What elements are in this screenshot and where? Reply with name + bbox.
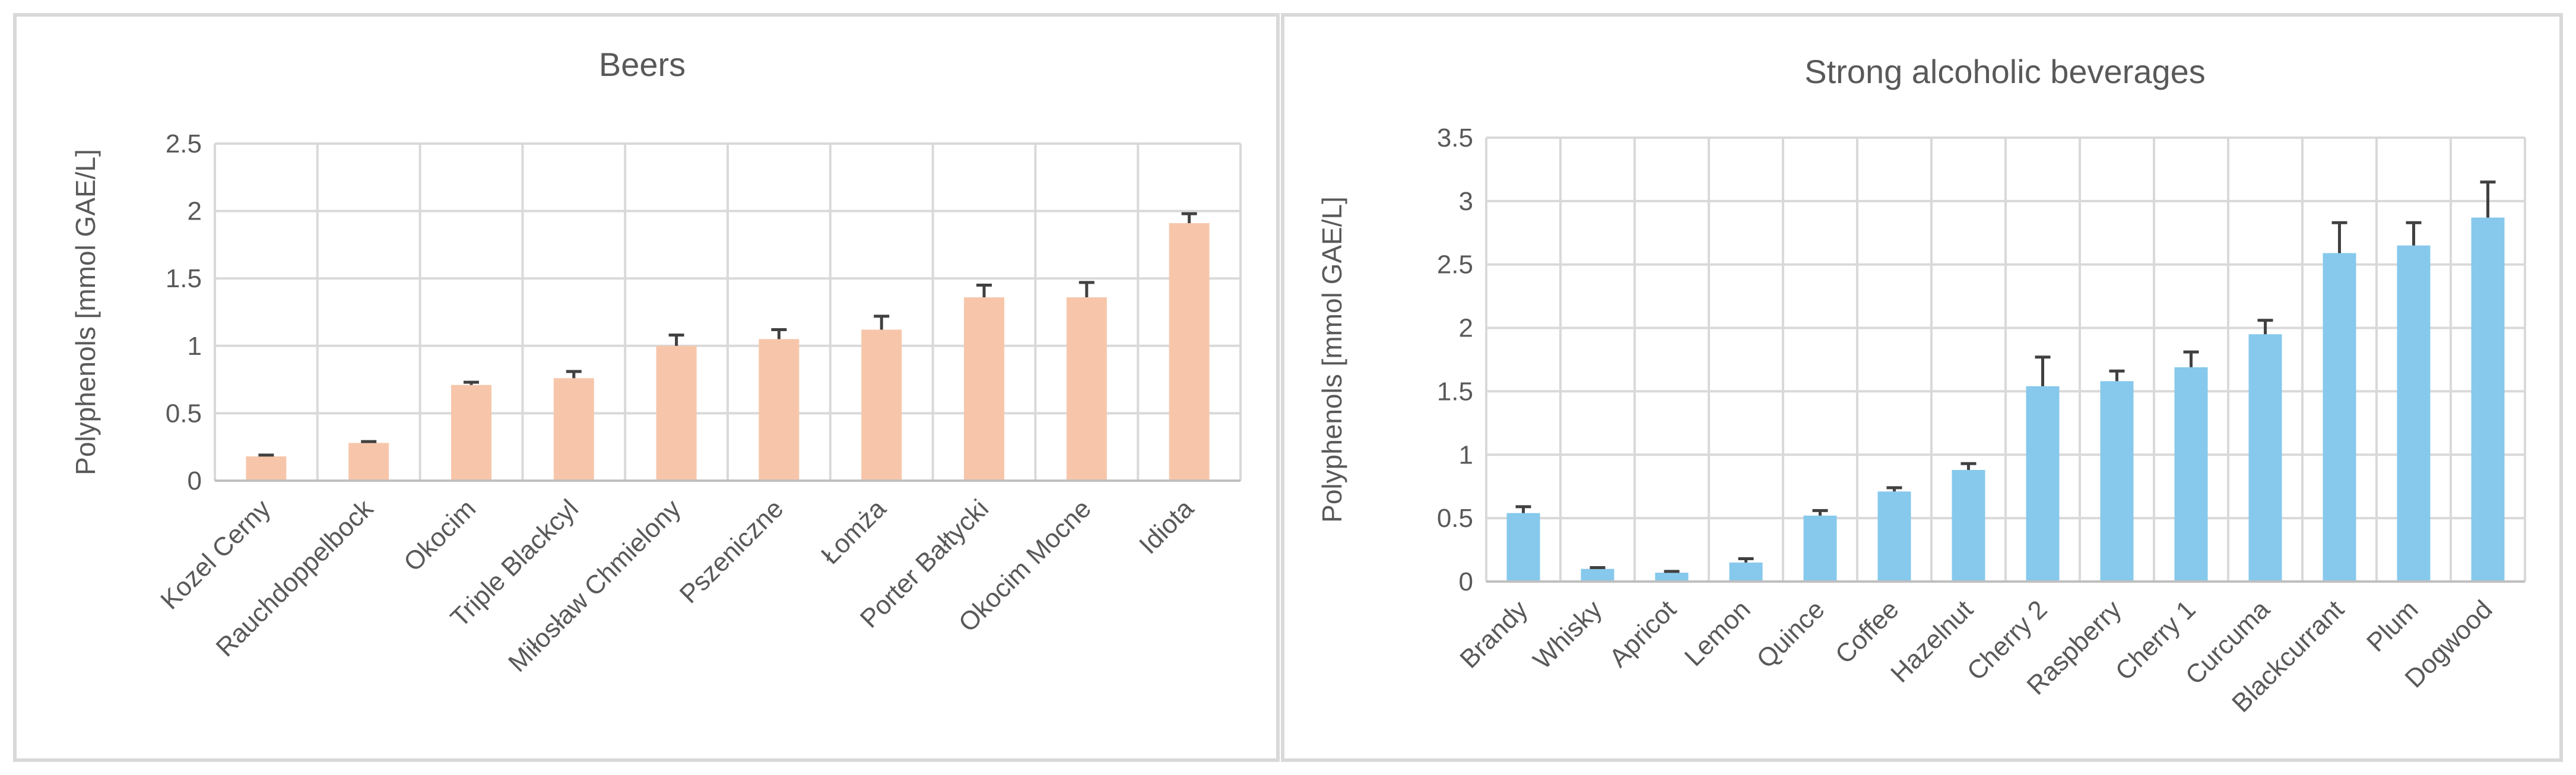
- strong-category-label: Hazelnut: [1885, 595, 1978, 688]
- strong-y-tick-label: 2: [1459, 314, 1473, 343]
- strong-category-label: Lemon: [1679, 595, 1756, 672]
- strong-bar: [1877, 491, 1911, 582]
- strong-bar: [2397, 245, 2431, 582]
- beers-bar: [553, 378, 594, 481]
- beers-bar: [964, 297, 1004, 481]
- beers-y-tick-label: 1: [188, 332, 202, 361]
- strong-bar: [1952, 469, 1985, 582]
- strong-chart-title: Strong alcoholic beverages: [1804, 53, 2206, 90]
- strong-bar: [2471, 217, 2505, 582]
- strong-y-tick-label: 1: [1459, 440, 1473, 469]
- beers-bar: [451, 385, 491, 481]
- beers-y-tick-label: 0: [188, 466, 202, 496]
- beers-y-tick-label: 1.5: [166, 264, 202, 293]
- strong-y-tick-label: 3.5: [1437, 123, 1473, 153]
- beers-category-label: Idiota: [1134, 494, 1200, 560]
- beers-y-axis-label: Polyphenols [mmol GAE/L]: [70, 149, 101, 475]
- strong-category-label: Quince: [1751, 595, 1830, 674]
- strong-bar: [1803, 515, 1837, 582]
- beers-chart-title: Beers: [599, 46, 686, 83]
- beers-category-label: Okocim: [398, 494, 481, 577]
- beers-bar: [861, 329, 902, 481]
- strong-bar: [2026, 386, 2060, 582]
- strong-beverages-chart-panel: Strong alcoholic beverages 0 0.5 1 1.5 2 2.5 3 3…: [1281, 13, 2563, 762]
- beers-category-label: Łomża: [816, 494, 892, 570]
- strong-y-axis-label: Polyphenols [mmol GAE/L]: [1316, 196, 1347, 523]
- beers-category-label: Miłosław Chmielony: [503, 494, 687, 678]
- beers-bar: [1066, 297, 1107, 481]
- beers-y-tick-label: 2: [188, 197, 202, 226]
- strong-category-label: Coffee: [1830, 595, 1905, 669]
- strong-category-label: Brandy: [1454, 595, 1533, 674]
- beers-y-tick-label: 0.5: [166, 399, 202, 428]
- beers-bar: [246, 456, 287, 481]
- strong-bar: [1655, 573, 1689, 582]
- strong-bar: [1729, 562, 1763, 582]
- strong-bar: [2100, 381, 2134, 582]
- strong-y-tick-label: 1.5: [1437, 377, 1473, 406]
- strong-category-label: Plum: [2361, 595, 2424, 658]
- strong-y-tick-label: 0.5: [1437, 504, 1473, 533]
- strong-y-tick-label: 0: [1459, 567, 1473, 596]
- strong-category-label: Apricot: [1604, 595, 1682, 672]
- strong-bar: [2248, 334, 2282, 582]
- strong-bar: [1581, 568, 1614, 582]
- beers-y-tick-label: 2.5: [166, 129, 202, 158]
- beers-bar: [1169, 223, 1210, 481]
- strong-beverages-chart: Strong alcoholic beverages 0 0.5 1 1.5 2 2.5 3 3…: [1316, 53, 2526, 718]
- strong-category-label: Whisky: [1528, 595, 1608, 675]
- beers-chart-panel: Beers 0 0.5 1 1.5 2 2.5 Kozel Cerny Rauchdoppelb…: [13, 13, 1280, 762]
- beers-bar: [656, 345, 697, 481]
- strong-y-tick-label: 3: [1459, 187, 1473, 216]
- strong-bar: [2174, 367, 2208, 582]
- strong-bar: [1506, 513, 1540, 582]
- strong-bar: [2323, 253, 2356, 582]
- beers-bar: [348, 443, 389, 481]
- strong-y-tick-label: 2.5: [1437, 250, 1473, 279]
- beers-category-label: Pszeniczne: [674, 494, 789, 609]
- beers-bar: [759, 339, 800, 481]
